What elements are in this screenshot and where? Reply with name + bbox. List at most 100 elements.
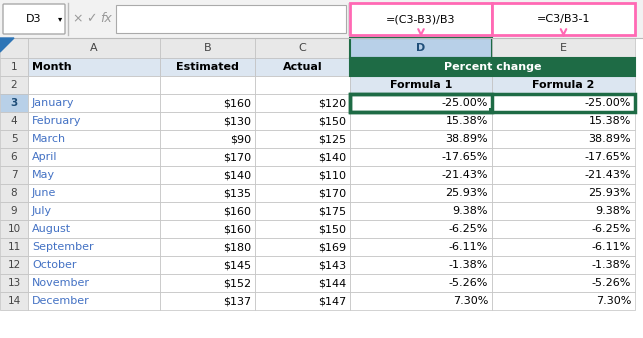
Text: -1.38%: -1.38% [449, 260, 488, 270]
Bar [0, 220, 28, 238]
Bar [160, 220, 255, 238]
Text: 4: 4 [11, 116, 17, 126]
Text: 15.38%: 15.38% [588, 116, 631, 126]
Text: $150: $150 [318, 116, 346, 126]
Text: December: December [32, 296, 90, 306]
Text: June: June [32, 188, 57, 198]
Bar [350, 130, 492, 148]
Bar [28, 238, 160, 256]
Bar [350, 58, 635, 76]
Text: 3: 3 [10, 98, 17, 108]
Bar [0, 58, 28, 76]
Text: 25.93%: 25.93% [446, 188, 488, 198]
Text: 38.89%: 38.89% [588, 134, 631, 144]
Bar [28, 94, 160, 112]
Bar [255, 130, 350, 148]
Text: -6.11%: -6.11% [592, 242, 631, 252]
Bar [28, 76, 160, 94]
Bar [0, 38, 28, 58]
Bar [492, 202, 635, 220]
Text: April: April [32, 152, 57, 162]
Bar [160, 256, 255, 274]
Bar [492, 220, 635, 238]
Text: D: D [417, 43, 426, 53]
Text: $130: $130 [223, 116, 251, 126]
Text: 25.93%: 25.93% [588, 188, 631, 198]
Text: B: B [204, 43, 212, 53]
Bar [0, 130, 28, 148]
Bar [255, 256, 350, 274]
Bar [28, 256, 160, 274]
Text: Actual: Actual [283, 62, 322, 72]
Bar [255, 94, 350, 112]
Bar [28, 130, 160, 148]
FancyBboxPatch shape [3, 4, 65, 34]
Bar [160, 76, 255, 94]
Bar [160, 148, 255, 166]
Text: $169: $169 [318, 242, 346, 252]
Bar [255, 238, 350, 256]
Text: Estimated: Estimated [176, 62, 239, 72]
Text: 6: 6 [11, 152, 17, 162]
Bar [0, 256, 28, 274]
Bar [255, 112, 350, 130]
Bar [255, 148, 350, 166]
Bar [0, 112, 28, 130]
Bar [350, 148, 492, 166]
Bar [350, 38, 492, 58]
Bar [492, 130, 635, 148]
Text: 12: 12 [7, 260, 21, 270]
Bar [0, 166, 28, 184]
Text: -5.26%: -5.26% [449, 278, 488, 288]
Text: $120: $120 [318, 98, 346, 108]
Bar [255, 166, 350, 184]
Bar [350, 94, 492, 112]
Text: 8: 8 [11, 188, 17, 198]
Text: A: A [90, 43, 98, 53]
Text: Percent change: Percent change [444, 62, 541, 72]
Bar [160, 184, 255, 202]
Bar [28, 184, 160, 202]
Text: Formula 2: Formula 2 [532, 80, 595, 90]
Text: November: November [32, 278, 90, 288]
Bar [160, 38, 255, 58]
Bar [255, 58, 350, 76]
Text: $135: $135 [223, 188, 251, 198]
Text: $144: $144 [318, 278, 346, 288]
Text: -25.00%: -25.00% [584, 98, 631, 108]
Bar [255, 274, 350, 292]
Text: $150: $150 [318, 224, 346, 234]
Text: 7.30%: 7.30% [595, 296, 631, 306]
Bar [492, 292, 635, 310]
Text: $145: $145 [223, 260, 251, 270]
Bar [350, 238, 492, 256]
Text: fx: fx [100, 13, 112, 25]
Text: $110: $110 [318, 170, 346, 180]
Bar [350, 76, 492, 94]
Text: Month: Month [32, 62, 71, 72]
Bar [255, 38, 350, 58]
Bar [255, 202, 350, 220]
Text: -5.26%: -5.26% [592, 278, 631, 288]
Bar [255, 76, 350, 94]
Bar [28, 148, 160, 166]
Bar [0, 94, 28, 112]
Text: 2: 2 [11, 80, 17, 90]
Text: $160: $160 [223, 206, 251, 216]
Text: -21.43%: -21.43% [584, 170, 631, 180]
Bar [255, 292, 350, 310]
Bar [492, 148, 635, 166]
Text: 38.89%: 38.89% [446, 134, 488, 144]
Text: March: March [32, 134, 66, 144]
Text: $170: $170 [223, 152, 251, 162]
Bar [0, 0, 643, 38]
Text: ▾: ▾ [58, 15, 62, 24]
Bar [160, 292, 255, 310]
Text: =C3/B3-1: =C3/B3-1 [537, 14, 590, 24]
Bar [350, 256, 492, 274]
Text: September: September [32, 242, 94, 252]
Text: $137: $137 [223, 296, 251, 306]
Bar [492, 38, 635, 58]
Bar [160, 238, 255, 256]
Text: -6.25%: -6.25% [449, 224, 488, 234]
